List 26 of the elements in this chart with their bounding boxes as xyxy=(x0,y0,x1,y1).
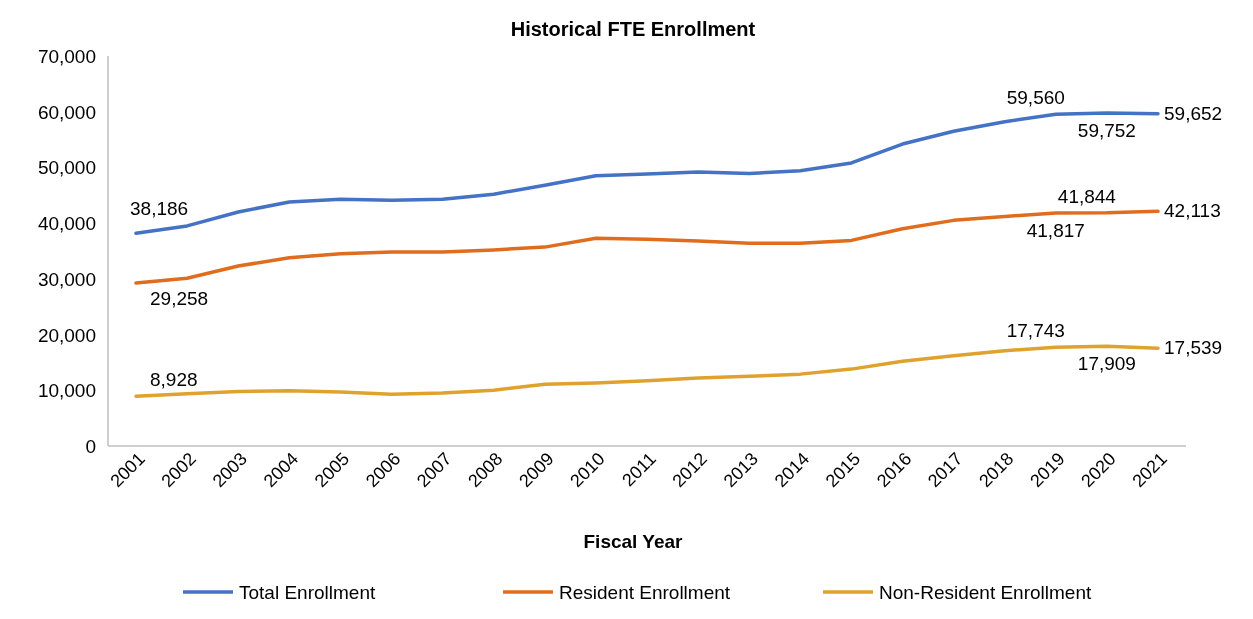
data-label: 59,560 xyxy=(1006,87,1065,109)
legend-label: Total Enrollment xyxy=(239,582,376,603)
data-label: 17,539 xyxy=(1164,337,1223,359)
data-label: 59,652 xyxy=(1164,102,1223,124)
line-series xyxy=(134,344,1160,399)
data-label: 42,113 xyxy=(1164,200,1221,222)
y-tick-label: 20,000 xyxy=(37,324,96,346)
data-label: 41,844 xyxy=(1057,185,1117,207)
chart-title: Historical FTE Enrollment xyxy=(510,18,756,40)
y-tick-label: 40,000 xyxy=(37,213,96,235)
data-label: 38,186 xyxy=(130,198,189,220)
y-tick-label: 70,000 xyxy=(37,46,96,67)
y-tick-label: 30,000 xyxy=(37,268,96,290)
data-label: 17,909 xyxy=(1077,353,1136,375)
data-label: 29,258 xyxy=(150,287,209,309)
data-label: 8,928 xyxy=(150,369,198,391)
data-label: 41,817 xyxy=(1026,220,1085,242)
x-axis-title: Fiscal Year xyxy=(583,531,684,552)
y-tick-label: 0 xyxy=(85,436,96,457)
y-tick-label: 50,000 xyxy=(37,157,96,179)
y-tick-label: 60,000 xyxy=(37,101,96,123)
legend-label: Non-Resident Enrollment xyxy=(879,582,1092,603)
y-tick-label: 10,000 xyxy=(37,380,96,402)
data-label: 59,752 xyxy=(1077,120,1136,142)
legend-label: Resident Enrollment xyxy=(559,582,731,603)
data-label: 17,743 xyxy=(1006,320,1065,342)
